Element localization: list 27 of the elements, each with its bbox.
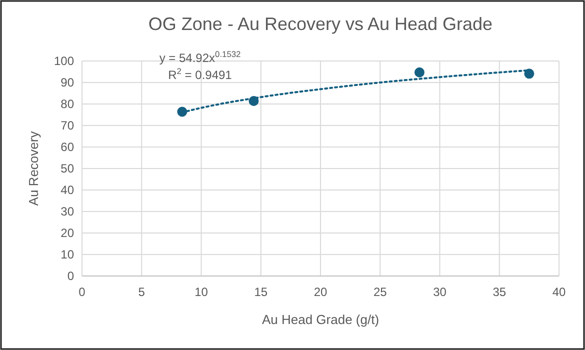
y-tick-label: 100 [54,54,74,68]
y-tick-label: 90 [60,76,74,90]
y-tick-label: 60 [60,140,74,154]
x-tick-label: 25 [373,285,388,299]
y-tick-label: 40 [60,183,74,197]
y-tick-label: 0 [67,269,74,283]
x-tick-label: 40 [552,285,566,299]
y-tick-label: 70 [60,118,74,132]
x-tick-label: 0 [78,285,86,299]
y-axis-title: Au Recovery [26,130,41,206]
x-tick-label: 35 [492,285,506,299]
point [414,67,424,78]
x-tick-label: 20 [314,285,328,299]
x-axis-title: Au Head Grade (g/t) [262,312,380,327]
y-tick-label: 30 [60,204,74,218]
x-tick-label: 5 [138,285,146,299]
point [524,68,534,79]
x-tick-label: 10 [194,285,208,299]
y-tick-label: 10 [60,248,74,262]
y-tick-label: 80 [60,97,74,111]
x-tick-label: 30 [433,285,447,299]
x-tick-label: 15 [254,285,268,299]
annotation: R$^{2}$ = 0.9491 [168,66,232,82]
y-tick-label: 50 [60,162,74,176]
chart-title: OG Zone - Au Recovery vs Au Head Grade [148,14,493,34]
y-tick-label: 20 [60,226,74,240]
annotation: y = 54.92x$^{0.1532}$ [159,49,242,65]
